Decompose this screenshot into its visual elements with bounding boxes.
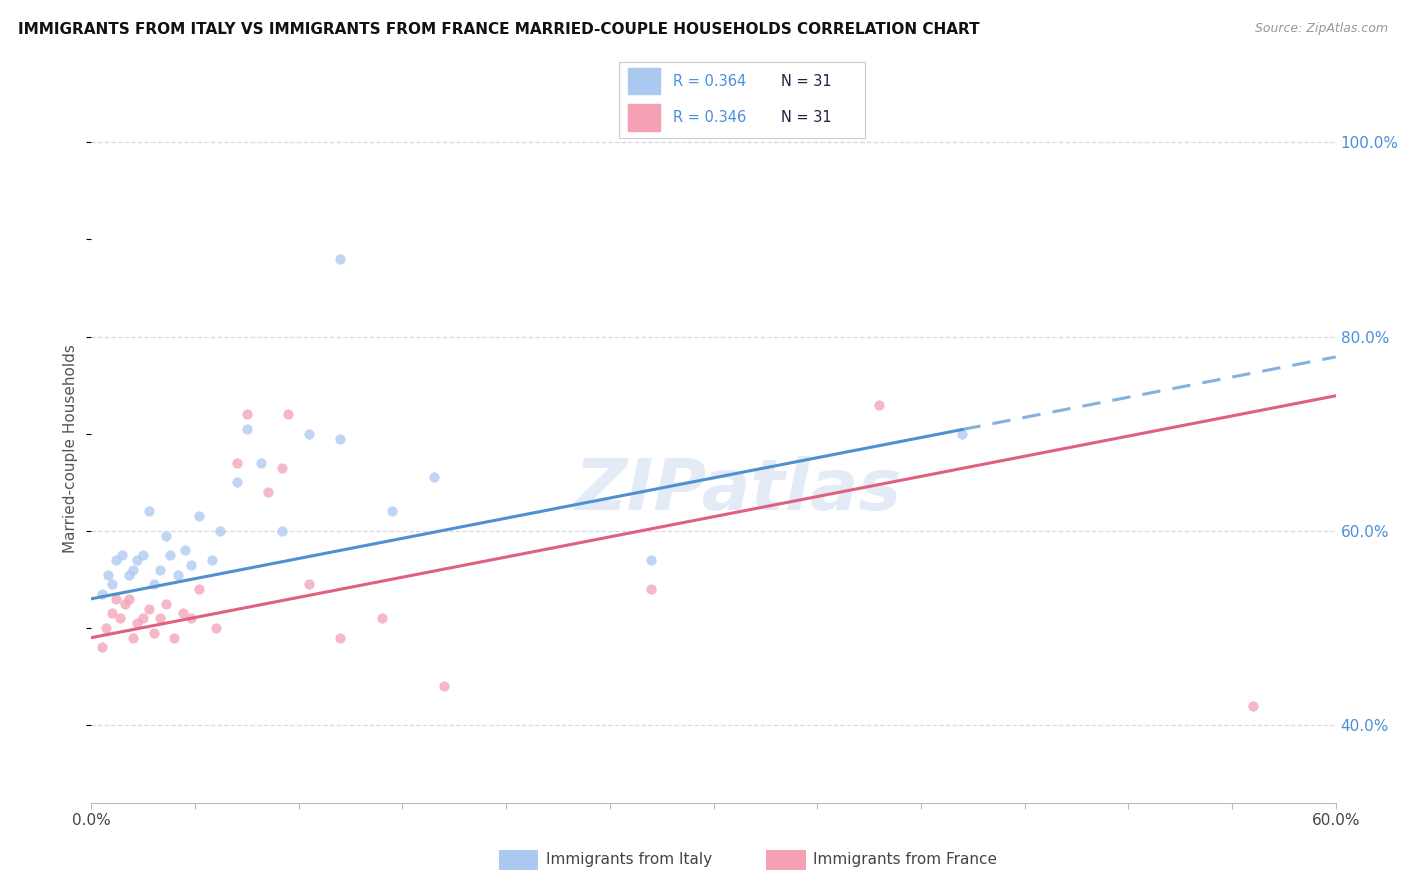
Point <box>225 456 247 470</box>
Point <box>329 631 352 645</box>
Text: IMMIGRANTS FROM ITALY VS IMMIGRANTS FROM FRANCE MARRIED-COUPLE HOUSEHOLDS CORREL: IMMIGRANTS FROM ITALY VS IMMIGRANTS FROM… <box>18 22 980 37</box>
Y-axis label: Married-couple Households: Married-couple Households <box>63 343 79 553</box>
Point <box>188 509 211 524</box>
Point <box>97 567 120 582</box>
Point <box>225 475 247 490</box>
Point <box>256 485 278 500</box>
Point <box>371 611 394 625</box>
Point <box>121 563 145 577</box>
Point <box>180 611 202 625</box>
Point <box>142 625 165 640</box>
Point <box>101 607 124 621</box>
Point <box>298 426 321 441</box>
Point <box>167 567 190 582</box>
Point <box>950 426 973 441</box>
Text: Immigrants from France: Immigrants from France <box>813 853 997 867</box>
Point <box>94 621 117 635</box>
Point <box>329 432 352 446</box>
Point <box>138 601 160 615</box>
Text: R = 0.346: R = 0.346 <box>672 110 747 125</box>
Point <box>155 529 177 543</box>
Point <box>132 611 155 625</box>
Point <box>105 591 128 606</box>
Point <box>111 548 134 562</box>
Text: N = 31: N = 31 <box>782 110 832 125</box>
Point <box>155 597 177 611</box>
Text: Immigrants from Italy: Immigrants from Italy <box>546 853 711 867</box>
Point <box>105 553 128 567</box>
Point <box>180 558 202 572</box>
Point <box>90 640 112 655</box>
Point <box>118 567 141 582</box>
Point <box>149 611 172 625</box>
Point <box>118 591 141 606</box>
Point <box>236 407 259 421</box>
Point <box>125 553 148 567</box>
Point <box>114 597 136 611</box>
Point <box>142 577 165 591</box>
Bar <box>628 104 661 130</box>
Point <box>138 504 160 518</box>
Bar <box>628 68 661 95</box>
Point <box>121 631 145 645</box>
Point <box>433 679 456 693</box>
Text: ZIPatlas: ZIPatlas <box>575 457 903 525</box>
Point <box>101 577 124 591</box>
Point <box>173 543 195 558</box>
Point <box>110 611 132 625</box>
Point <box>172 607 194 621</box>
Point <box>271 460 294 475</box>
Point <box>329 252 352 266</box>
Point <box>277 407 299 421</box>
Point <box>422 470 444 484</box>
Text: R = 0.364: R = 0.364 <box>672 73 747 88</box>
Text: Source: ZipAtlas.com: Source: ZipAtlas.com <box>1254 22 1388 36</box>
Point <box>163 631 186 645</box>
Point <box>132 548 155 562</box>
Point <box>640 582 662 596</box>
Point <box>125 616 148 631</box>
Point <box>90 587 112 601</box>
Point <box>208 524 231 538</box>
Point <box>201 553 224 567</box>
Point <box>149 563 172 577</box>
Point <box>381 504 404 518</box>
Point <box>1241 698 1264 713</box>
Point <box>205 621 228 635</box>
Point <box>250 456 273 470</box>
Point <box>188 582 211 596</box>
Point <box>236 422 259 436</box>
Point <box>640 553 662 567</box>
Text: N = 31: N = 31 <box>782 73 832 88</box>
Point <box>159 548 181 562</box>
Point <box>869 397 891 411</box>
Point <box>271 524 294 538</box>
Point <box>298 577 321 591</box>
